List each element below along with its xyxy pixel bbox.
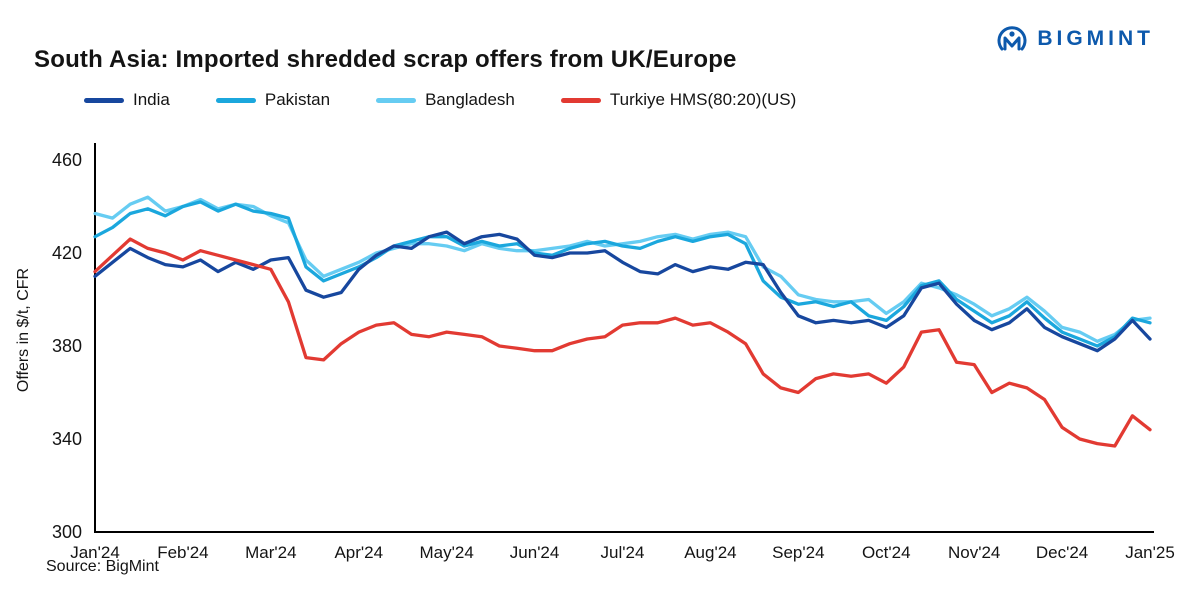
series-line-pakistan	[93, 200, 1152, 348]
svg-text:Jun'24: Jun'24	[510, 543, 560, 562]
svg-text:Jul'24: Jul'24	[601, 543, 645, 562]
bigmint-logo-icon	[997, 26, 1027, 51]
legend-swatch	[84, 97, 124, 103]
chart-legend: India Pakistan Bangladesh Turkiye HMS(80…	[84, 90, 796, 110]
svg-text:Oct'24: Oct'24	[862, 543, 911, 562]
svg-text:Sep'24: Sep'24	[772, 543, 824, 562]
svg-text:May'24: May'24	[420, 543, 474, 562]
legend-label: Bangladesh	[425, 90, 515, 109]
bigmint-logo: BIGMINT	[995, 22, 1154, 56]
svg-text:Feb'24: Feb'24	[157, 543, 208, 562]
svg-text:Apr'24: Apr'24	[334, 543, 383, 562]
legend-item-turkiye: Turkiye HMS(80:20)(US)	[560, 90, 797, 110]
series-line-india	[93, 230, 1152, 353]
legend-item-pakistan: Pakistan	[215, 90, 331, 110]
page-title: South Asia: Imported shredded scrap offe…	[34, 46, 737, 73]
bigmint-logo-text: BIGMINT	[1037, 27, 1154, 50]
svg-text:Mar'24: Mar'24	[245, 543, 296, 562]
legend-swatch	[560, 97, 601, 103]
svg-text:Aug'24: Aug'24	[684, 543, 736, 562]
line-chart: 300 340 380 420 460 Jan'24 Feb'24 Mar'24 Apr'24 M…	[52, 143, 1175, 562]
svg-text:420: 420	[52, 243, 82, 263]
legend-label: Pakistan	[264, 90, 331, 109]
svg-text:Jan'24: Jan'24	[70, 543, 120, 562]
svg-text:Dec'24: Dec'24	[1036, 543, 1088, 562]
svg-text:Nov'24: Nov'24	[948, 543, 1000, 562]
svg-text:460: 460	[52, 150, 82, 170]
svg-text:340: 340	[52, 429, 82, 449]
series-line-turkiye-hms-80-20-us	[93, 237, 1152, 448]
svg-text:300: 300	[52, 522, 82, 542]
svg-text:Jan'25: Jan'25	[1125, 543, 1175, 562]
legend-item-india: India	[84, 90, 170, 110]
legend-label: Turkiye HMS(80:20)(US)	[609, 90, 797, 109]
legend-swatch	[215, 97, 256, 103]
legend-swatch	[376, 97, 417, 103]
legend-label: India	[133, 90, 170, 109]
source-note: Source: BigMint	[46, 558, 159, 575]
svg-text:380: 380	[52, 336, 82, 356]
legend-item-bangladesh: Bangladesh	[376, 90, 515, 110]
series-line-bangladesh	[93, 195, 1152, 343]
